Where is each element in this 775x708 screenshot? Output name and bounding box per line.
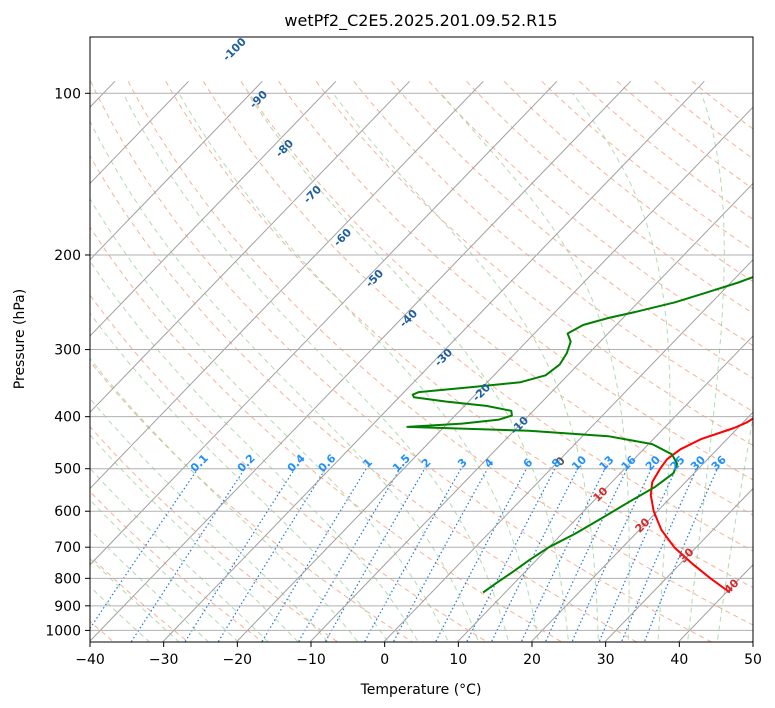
mixing-ratio-line [261,468,367,642]
isotherm-line [90,80,337,337]
chart-title: wetPf2_C2E5.2025.201.09.52.R15 [284,11,557,31]
isotherm-line [90,80,484,490]
y-axis-label: Pressure (hPa) [12,289,28,389]
y-tick-label: 300 [54,343,81,359]
x-tick-label: 20 [523,652,541,668]
moist-adiabat-line [247,93,570,642]
dry-adiabat-line [90,490,264,642]
moist-adiabat-line [90,529,210,642]
x-tick-label: −40 [75,652,105,668]
x-tick-label: 10 [449,652,467,668]
dry-adiabat-line [165,81,753,589]
moist-adiabat-line [572,92,671,642]
y-tick-label: 100 [54,86,81,102]
plot-area: -100-90-80-70-60-50-40-30-20-10010203040… [90,37,753,642]
dry-adiabat-line [278,81,753,481]
mixing-ratio-line [466,468,556,642]
x-tick-label: 30 [597,652,615,668]
x-tick-label: 50 [744,652,762,668]
y-tick-label: 800 [54,571,81,587]
mixing-ratio-line [434,468,527,642]
isobars [90,92,753,631]
moist-adiabat-line [122,93,510,642]
moist-adiabat-line [90,312,389,642]
moist-adiabat-line [90,434,299,642]
x-tick-label: −10 [296,652,326,668]
x-tick-label: 40 [670,652,688,668]
mixing-ratio-line [363,468,462,642]
isotherm-line [90,80,263,261]
x-axis-label: Temperature (°C) [360,682,482,698]
isotherm-line [90,80,631,642]
mixing-ratio-line [544,468,628,642]
dry-adiabat-line [315,81,753,447]
isotherm-line [309,182,753,642]
dry-adiabat-line [503,80,753,283]
moist-adiabat-line [178,93,540,642]
isotherm-line [161,80,705,642]
isotherm-line [90,80,410,413]
isotherm-line [383,258,753,642]
y-tick-label: 600 [54,504,81,520]
moist-adiabat-line [90,260,419,642]
isotherms [90,80,753,642]
x-tick-label: 0 [380,652,389,668]
moist-adiabat-line [440,92,630,642]
moist-adiabat-line [90,585,151,642]
dry-adiabat-line [579,80,753,220]
mixing-ratio-line [130,468,246,642]
moist-adiabat-line [90,397,329,642]
y-tick-label: 500 [54,462,81,478]
temperature-profile-line [649,417,753,594]
moist-adiabat-line [687,93,725,642]
moist-adiabat-line [332,92,599,642]
dry-adiabat-line [90,154,638,642]
moist-adiabat-line [90,357,359,642]
mixing-ratio-line [392,468,489,642]
y-tick-label: 200 [54,248,81,264]
mixing-ratio-line [490,468,579,642]
isotherm-line [90,80,558,566]
isotherm-line [235,106,753,642]
dry-adiabat-line [90,426,339,642]
x-tick-label: −20 [223,652,253,668]
mixing-ratio-line [571,468,652,642]
dewpoint-profile-line [406,276,753,594]
dry-adiabat-line [90,81,713,642]
plot-frame [89,36,754,643]
isotherm-line [90,80,189,185]
y-tick-label: 700 [54,540,81,556]
dry-adiabat-line [353,80,753,413]
isotherm-line [530,411,753,642]
dry-adiabat-line [240,81,753,516]
dry-adiabat-line [127,81,753,626]
y-tick-label: 1000 [45,623,81,639]
moist-adiabats [90,92,753,642]
moist-adiabat-line [716,414,753,642]
y-tick-label: 900 [54,599,81,615]
profile-series [406,276,753,594]
isotherm-line [456,335,753,642]
isotherm-line [604,487,753,642]
axis-ticks: −40 −30 −20 −10 0 10 20 30 40 50 100 200 300 400 500 60… [45,86,762,668]
dry-adiabat-line [466,80,753,314]
mixing-ratio-line [324,468,426,642]
moist-adiabat-line [90,557,180,642]
mixing-ratio-line [297,468,401,642]
dry-adiabat-line [391,80,753,379]
dry-adiabats [90,80,753,642]
x-tick-label: −30 [149,652,179,668]
y-tick-label: 400 [54,410,81,426]
moist-adiabat-line [90,467,269,642]
